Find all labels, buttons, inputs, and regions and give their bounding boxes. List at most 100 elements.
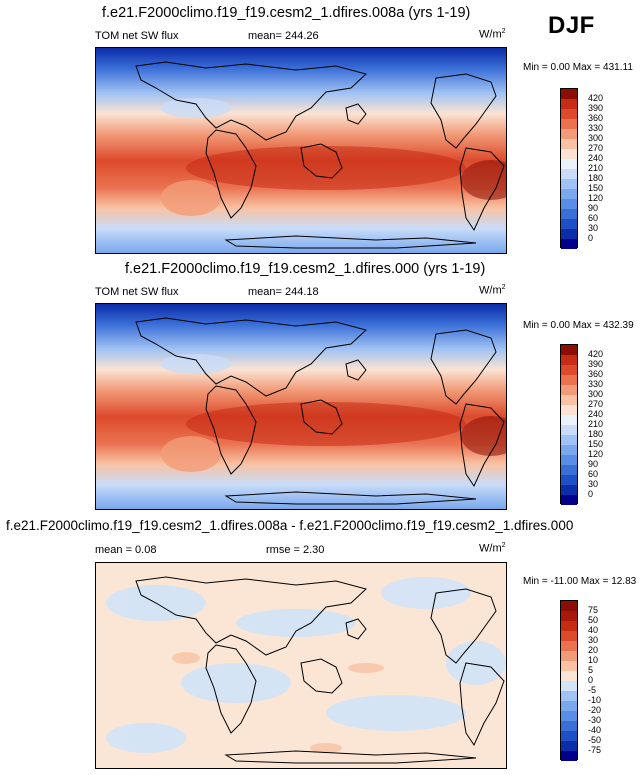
- colorbar-tick-label: 0: [588, 233, 594, 243]
- panel2-units: W/m2: [479, 284, 506, 297]
- panel1-coastlines: [135, 61, 505, 249]
- colorbar-swatch: [561, 365, 577, 375]
- coastline-outline: [205, 644, 257, 734]
- panel2-map: [95, 303, 507, 510]
- colorbar-swatch: [561, 631, 577, 641]
- colorbar-tick-label: -75: [588, 745, 602, 755]
- panel2-minmax: Min = 0.00 Max = 432.39: [523, 320, 634, 331]
- coastline-outline: [459, 403, 505, 488]
- colorbar-swatch: [561, 691, 577, 701]
- colorbar-tick-label: 150: [588, 439, 604, 449]
- coastline-outline: [430, 329, 497, 405]
- colorbar-tick-label: 30: [588, 635, 599, 645]
- panel1-variable: TOM net SW flux: [95, 30, 179, 42]
- colorbar-swatch: [561, 701, 577, 711]
- colorbar-tick-label: 30: [588, 223, 599, 233]
- panel3-field: [96, 563, 506, 768]
- coastline-outline: [459, 662, 505, 747]
- panel1-colorbar: [560, 88, 578, 249]
- colorbar-swatch: [561, 179, 577, 189]
- colorbar-tick-label: -50: [588, 735, 602, 745]
- colorbar-swatch: [561, 199, 577, 209]
- panel3-mean: mean = 0.08: [95, 544, 157, 556]
- panel3-units: W/m2: [479, 542, 506, 555]
- colorbar-swatch: [561, 601, 577, 611]
- colorbar-swatch: [561, 89, 577, 99]
- panel1-field: [96, 48, 506, 253]
- colorbar-tick-label: 270: [588, 399, 604, 409]
- colorbar-swatch: [561, 621, 577, 631]
- colorbar-swatch: [561, 149, 577, 159]
- colorbar-tick-label: 330: [588, 123, 604, 133]
- colorbar-swatch: [561, 711, 577, 721]
- panel2-coastlines: [135, 317, 505, 505]
- panel2-mean: mean= 244.18: [248, 286, 319, 298]
- colorbar-tick-label: 30: [588, 479, 599, 489]
- colorbar-swatch: [561, 385, 577, 395]
- colorbar-tick-label: 150: [588, 183, 604, 193]
- panel2-colorbar: [560, 344, 578, 505]
- colorbar-swatch: [561, 611, 577, 621]
- colorbar-swatch: [561, 375, 577, 385]
- colorbar-tick-label: 300: [588, 133, 604, 143]
- colorbar-tick-label: -20: [588, 705, 602, 715]
- colorbar-swatch: [561, 475, 577, 485]
- panel3-title: f.e21.F2000climo.f19_f19.cesm2_1.dfires.…: [6, 518, 574, 533]
- panel2-field: [96, 304, 506, 509]
- coastline-outline: [300, 143, 343, 179]
- colorbar-swatch: [561, 219, 577, 229]
- colorbar-tick-label: 420: [588, 349, 604, 359]
- colorbar-tick-label: 360: [588, 113, 604, 123]
- colorbar-tick-label: 390: [588, 103, 604, 113]
- colorbar-swatch: [561, 109, 577, 119]
- colorbar-swatch: [561, 345, 577, 355]
- colorbar-swatch: [561, 495, 577, 505]
- coastline-outline: [430, 588, 497, 664]
- panel3-rmse: rmse = 2.30: [266, 544, 325, 556]
- colorbar-swatch: [561, 485, 577, 495]
- colorbar-tick-label: 210: [588, 163, 604, 173]
- panel3-colorbar: [560, 600, 578, 761]
- colorbar-tick-label: 60: [588, 213, 599, 223]
- colorbar-tick-label: 240: [588, 153, 604, 163]
- colorbar-swatch: [561, 169, 577, 179]
- coastline-outline: [135, 61, 368, 141]
- colorbar-tick-label: 0: [588, 489, 594, 499]
- panel1-mean: mean= 244.26: [248, 30, 319, 42]
- colorbar-tick-label: 5: [588, 665, 594, 675]
- colorbar-tick-label: 360: [588, 369, 604, 379]
- coastline-outline: [224, 235, 477, 249]
- coastline-outline: [300, 399, 343, 435]
- panel1-title: f.e21.F2000climo.f19_f19.cesm2_1.dfires.…: [102, 5, 471, 21]
- colorbar-swatch: [561, 129, 577, 139]
- coastline-outline: [459, 147, 505, 232]
- colorbar-swatch: [561, 465, 577, 475]
- colorbar-swatch: [561, 751, 577, 761]
- colorbar-tick-label: -5: [588, 685, 597, 695]
- colorbar-tick-label: 0: [588, 675, 594, 685]
- panel2-variable: TOM net SW flux: [95, 286, 179, 298]
- colorbar-tick-label: 40: [588, 625, 599, 635]
- colorbar-tick-label: 120: [588, 449, 604, 459]
- panel3-map: [95, 562, 507, 769]
- coastline-outline: [300, 658, 343, 694]
- colorbar-tick-label: -40: [588, 725, 602, 735]
- colorbar-tick-label: 420: [588, 93, 604, 103]
- colorbar-swatch: [561, 741, 577, 751]
- colorbar-swatch: [561, 209, 577, 219]
- colorbar-tick-label: -10: [588, 695, 602, 705]
- colorbar-swatch: [561, 139, 577, 149]
- colorbar-swatch: [561, 641, 577, 651]
- panel2-title: f.e21.F2000climo.f19_f19.cesm2_1.dfires.…: [125, 261, 486, 277]
- colorbar-tick-label: -30: [588, 715, 602, 725]
- colorbar-tick-label: 390: [588, 359, 604, 369]
- colorbar-swatch: [561, 159, 577, 169]
- colorbar-tick-label: 300: [588, 389, 604, 399]
- coastline-outline: [135, 576, 368, 656]
- colorbar-swatch: [561, 731, 577, 741]
- colorbar-swatch: [561, 681, 577, 691]
- colorbar-tick-label: 60: [588, 469, 599, 479]
- coastline-outline: [135, 317, 368, 397]
- colorbar-swatch: [561, 395, 577, 405]
- colorbar-tick-label: 270: [588, 143, 604, 153]
